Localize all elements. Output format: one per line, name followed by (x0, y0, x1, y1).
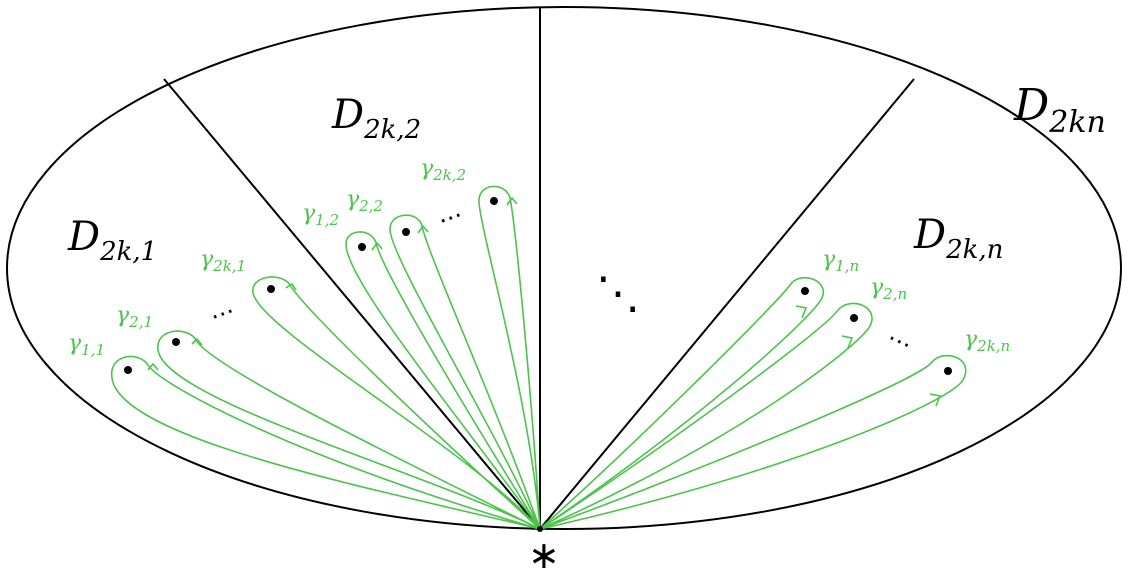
region-label-d-2k-1: D2k,1 (67, 214, 157, 267)
loop-label-gamma-2k-1: γ2k,1 (200, 247, 246, 275)
sector-divider-1 (163, 78, 541, 530)
loop-gamma-1-2 (345, 231, 541, 530)
loop-label-gamma-2k-2: γ2k,2 (420, 156, 466, 184)
loop-gamma-2-n (539, 302, 873, 530)
loop-gamma-2k-n (539, 354, 967, 530)
loop-group-1 (111, 276, 541, 530)
region-label-d-2k-n: D2k,n (913, 212, 1003, 265)
loop-label-gamma-2-2: γ2,2 (346, 187, 383, 215)
loop-label-gamma-2-1: γ2,1 (116, 303, 153, 331)
loop-gamma-2-2 (389, 214, 541, 530)
base-point-label: ∗ (528, 533, 560, 571)
loop-gamma-2k-1 (252, 276, 541, 530)
loop-arrows-3 (795, 305, 942, 407)
loop-group-3 (539, 276, 967, 530)
loop-arrows-2 (371, 196, 518, 251)
loop-label-gamma-1-2: γ1,2 (302, 201, 339, 229)
sector-divider-3 (539, 78, 915, 530)
loop-label-gamma-1-n: γ1,n (822, 247, 859, 275)
loop-gamma-1-n (539, 276, 825, 530)
loop-label-gamma-1-1: γ1,1 (68, 331, 105, 359)
ellipsis-group-2: ⋯ (434, 200, 466, 235)
base-point-dot (537, 526, 543, 532)
outer-disk (6, 6, 1122, 530)
loop-label-gamma-2k-n: γ2k,n (964, 327, 1010, 355)
loop-gamma-2-1 (157, 330, 541, 530)
ellipsis-group-1: ⋯ (206, 296, 238, 331)
punctures-1 (124, 285, 275, 374)
loop-gamma-1-1 (111, 355, 541, 530)
ellipsis-middle: ⋱ (596, 268, 640, 319)
region-label-d-2k-2: D2k,2 (331, 92, 421, 145)
punctures-3 (801, 287, 952, 375)
loop-label-gamma-2-n: γ2,n (870, 275, 907, 303)
region-label-d-2kn: D2kn (1013, 80, 1106, 140)
ellipsis-group-3: ⋯ (883, 323, 917, 359)
loop-arrows-1 (147, 282, 297, 371)
loop-group-2 (345, 185, 541, 530)
punctures-2 (358, 197, 498, 251)
loop-gamma-2k-2 (478, 185, 541, 530)
